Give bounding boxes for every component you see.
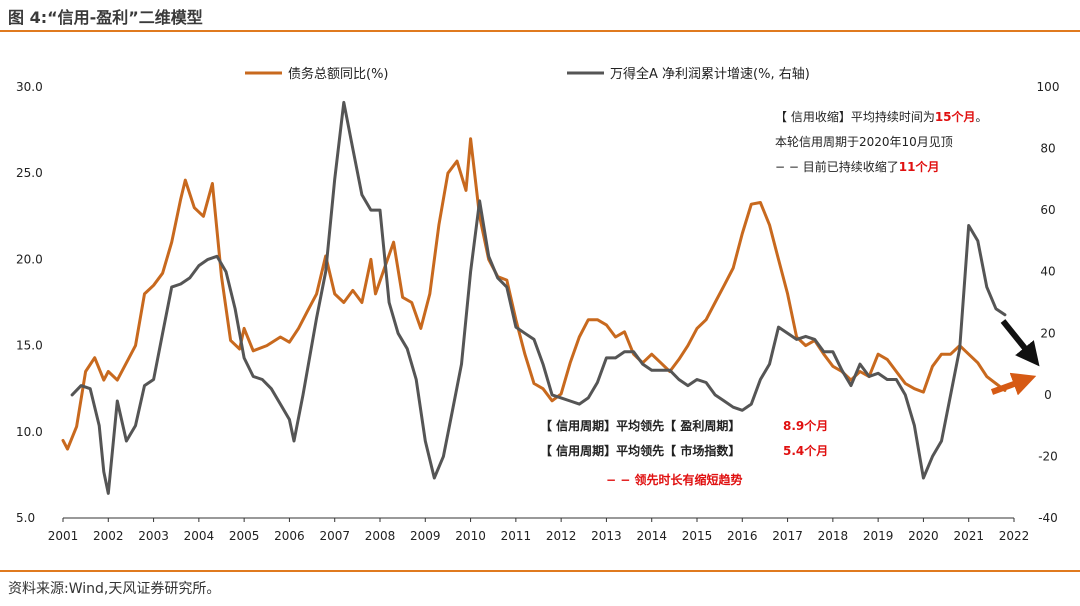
left-tick-label: 20.0 — [16, 252, 43, 266]
arrow-down-icon — [1000, 319, 1040, 367]
x-tick-label: 2014 — [636, 529, 667, 543]
legend: 债务总额同比(%) 万得全A 净利润累计增速(%, 右轴) — [245, 66, 810, 82]
x-tick-label: 2022 — [999, 529, 1030, 543]
right-tick-label: -40 — [1038, 511, 1058, 525]
x-tick-label: 2010 — [455, 529, 486, 543]
right-tick-label: 40 — [1040, 265, 1055, 279]
x-tick-label: 2012 — [546, 529, 577, 543]
series-line-debt — [61, 137, 1007, 451]
x-tick-label: 2004 — [184, 529, 215, 543]
legend-label-debt: 债务总额同比(%) — [288, 66, 389, 82]
left-tick-label: 5.0 — [16, 511, 35, 525]
left-tick-label: 25.0 — [16, 166, 43, 180]
left-tick-label: 15.0 — [16, 339, 43, 353]
arrows — [990, 319, 1040, 396]
figure-title: 图 4:“信用-盈利”二维模型 — [8, 8, 203, 27]
x-tick-label: 2016 — [727, 529, 758, 543]
bottom-rule — [0, 570, 1080, 572]
right-tick-label: -20 — [1038, 449, 1058, 463]
annotation-credit-peak: 本轮信用周期于2020年10月见顶 — [775, 135, 953, 149]
arrow-up-icon — [990, 372, 1037, 396]
source-note: 资料来源:Wind,天风证券研究所。 — [8, 581, 221, 597]
x-tick-label: 2015 — [682, 529, 713, 543]
top-rule — [0, 30, 1080, 32]
x-tick-label: 2003 — [138, 529, 169, 543]
series-lines — [61, 100, 1007, 495]
annotation-lead-profit-label: 【 信用周期】平均领先【 盈利周期】 — [540, 418, 740, 433]
x-tick-label: 2001 — [48, 529, 79, 543]
x-tick-label: 2005 — [229, 529, 260, 543]
annotation-lead-profit-value: 8.9个月 — [783, 418, 828, 433]
x-tick-label: 2002 — [93, 529, 124, 543]
x-tick-label: 2006 — [274, 529, 305, 543]
right-tick-label: 20 — [1040, 326, 1055, 340]
chart: 2001 2002 2003 2004 2005 2006 2007 2008 2009 2010… — [16, 66, 1059, 543]
x-tick-label: 2011 — [501, 529, 532, 543]
x-tick-label: 2009 — [410, 529, 441, 543]
annotation-lead-market-value: 5.4个月 — [783, 443, 828, 458]
right-tick-label: 0 — [1044, 388, 1052, 402]
annotation-shrink-duration: − − 目前已持续收缩了11个月 — [775, 159, 939, 174]
x-tick-label: 2013 — [591, 529, 622, 543]
right-tick-label: 60 — [1040, 203, 1055, 217]
annotation-lead-market-label: 【 信用周期】平均领先【 市场指数】 — [540, 443, 740, 458]
series-line-profit — [70, 100, 1007, 495]
x-tick-label: 2018 — [818, 529, 849, 543]
x-tick-label: 2017 — [772, 529, 803, 543]
x-tick-label: 2021 — [953, 529, 984, 543]
x-tick-label: 2008 — [365, 529, 396, 543]
right-tick-label: 100 — [1037, 80, 1060, 94]
left-tick-label: 30.0 — [16, 80, 43, 94]
x-tick-label: 2019 — [863, 529, 894, 543]
axes: 2001 2002 2003 2004 2005 2006 2007 2008 2009 2010… — [16, 80, 1059, 543]
legend-label-profit: 万得全A 净利润累计增速(%, 右轴) — [610, 66, 810, 82]
right-tick-label: 80 — [1040, 142, 1055, 156]
annotation-lead-trend: − − 领先时长有缩短趋势 — [606, 472, 742, 487]
x-tick-label: 2007 — [319, 529, 350, 543]
x-tick-label: 2020 — [908, 529, 939, 543]
annotation-credit-shrink: 【 信用收缩】平均持续时间为15个月。 — [775, 109, 988, 124]
annotations: 【 信用收缩】平均持续时间为15个月。 本轮信用周期于2020年10月见顶 − … — [540, 109, 988, 487]
left-tick-label: 10.0 — [16, 425, 43, 439]
